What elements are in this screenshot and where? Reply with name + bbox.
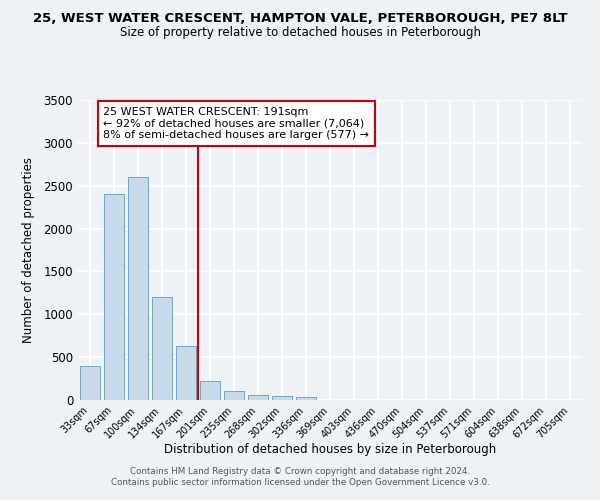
Bar xyxy=(176,346,196,400)
Bar xyxy=(272,396,292,400)
Text: Distribution of detached houses by size in Peterborough: Distribution of detached houses by size … xyxy=(164,442,496,456)
Bar xyxy=(80,366,100,400)
Bar xyxy=(296,396,316,400)
Bar xyxy=(200,381,220,400)
Text: Size of property relative to detached houses in Peterborough: Size of property relative to detached ho… xyxy=(119,26,481,39)
Text: 25 WEST WATER CRESCENT: 191sqm
← 92% of detached houses are smaller (7,064)
8% o: 25 WEST WATER CRESCENT: 191sqm ← 92% of … xyxy=(103,107,369,140)
Text: 25, WEST WATER CRESCENT, HAMPTON VALE, PETERBOROUGH, PE7 8LT: 25, WEST WATER CRESCENT, HAMPTON VALE, P… xyxy=(33,12,567,26)
Text: Contains HM Land Registry data © Crown copyright and database right 2024.: Contains HM Land Registry data © Crown c… xyxy=(130,467,470,476)
Y-axis label: Number of detached properties: Number of detached properties xyxy=(22,157,35,343)
Bar xyxy=(224,392,244,400)
Bar xyxy=(128,177,148,400)
Text: Contains public sector information licensed under the Open Government Licence v3: Contains public sector information licen… xyxy=(110,478,490,487)
Bar xyxy=(248,395,268,400)
Bar xyxy=(104,194,124,400)
Bar xyxy=(152,297,172,400)
